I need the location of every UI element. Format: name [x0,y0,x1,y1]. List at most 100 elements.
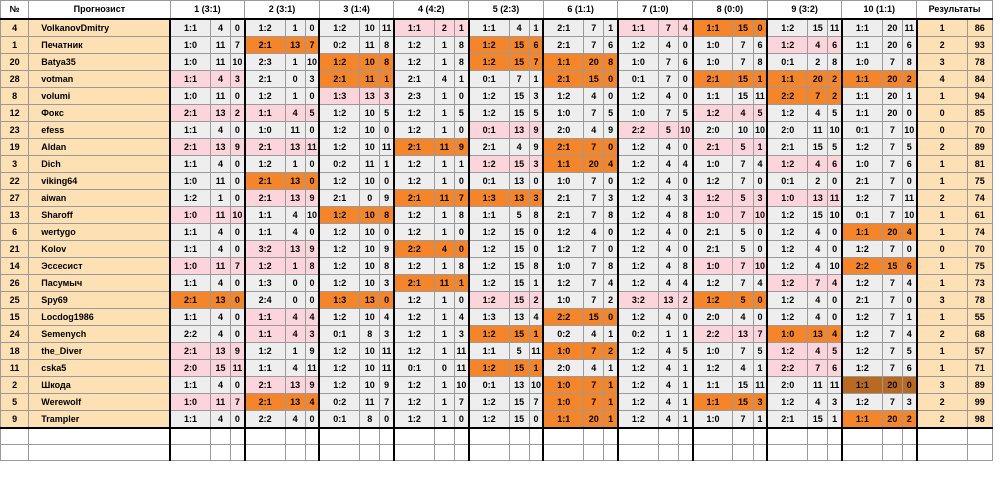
prediction-points: 4 [209,410,232,429]
prediction-bonus: 1 [603,376,619,394]
header-match-8: 8 (0:0) [692,0,768,20]
prediction-bonus: 0 [230,223,246,241]
prediction-points: 4 [657,206,679,224]
prediction-points: 13 [807,189,829,207]
prediction-points: 10 [359,359,381,377]
prediction-bonus: 6 [528,36,545,54]
prediction-score: 1:2 [840,189,883,207]
prediction-bonus: 0 [827,240,843,258]
prediction-score: 1:0 [691,53,734,71]
row-number: 9 [0,410,30,429]
prediction-score: 1:2 [691,274,734,292]
prediction-score: 1:2 [840,240,883,258]
prediction-bonus: 6 [901,155,918,173]
prediction-points: 4 [807,257,829,275]
prediction-score: 1:2 [691,172,734,190]
prediction-points: 4 [284,104,306,122]
prediction-points: 5 [732,138,754,156]
prediction-bonus: 11 [230,359,246,377]
prediction-score: 1:1 [542,155,585,173]
prediction-score: 0:1 [467,376,510,394]
prediction-points: 15 [508,325,530,343]
prediction-score: 1:2 [392,155,435,173]
prediction-points: 7 [807,87,829,105]
prediction-points: 7 [583,257,605,275]
empty-cell [691,427,734,445]
prediction-bonus: 7 [230,36,246,54]
prediction-bonus: 5 [677,342,694,360]
prediction-bonus: 5 [304,104,321,122]
prediction-points: 1 [433,155,456,173]
result-total: 99 [966,393,994,411]
prediction-bonus: 4 [603,155,619,173]
prediction-score: 1:1 [169,410,211,429]
prediction-bonus: 1 [677,359,694,377]
prediction-score: 1:2 [616,410,659,429]
prediction-points: 4 [583,359,605,377]
prediction-bonus: 11 [379,359,395,377]
prediction-score: 1:0 [169,206,211,224]
prediction-score: 2:1 [169,342,211,360]
prediction-score: 1:0 [691,257,734,275]
prediction-bonus: 9 [304,376,321,394]
result-guessed: 3 [916,376,968,394]
empty-cell [677,427,694,445]
prediction-score: 1:2 [840,359,883,377]
prediction-points: 7 [881,206,903,224]
empty-cell [169,444,211,461]
prediction-bonus: 5 [752,104,769,122]
prediction-points: 4 [433,70,456,88]
prediction-points: 10 [359,104,381,122]
prediction-bonus: 2 [603,342,619,360]
prediction-score: 1:2 [616,342,659,360]
prediction-score: 2:1 [169,291,211,309]
prediction-points: 7 [881,53,903,71]
prediction-points: 1 [433,206,456,224]
prediction-bonus: 10 [827,206,843,224]
prediction-score: 1:3 [243,274,286,292]
row-number: 22 [0,172,30,190]
prediction-score: 1:2 [766,308,809,326]
empty-cell [467,444,510,461]
header-match-10: 10 (1:1) [841,0,918,20]
prediction-score: 1:2 [392,291,435,309]
result-total: 93 [966,36,994,54]
prediction-bonus: 0 [230,308,246,326]
forecaster-name: Aldan [28,138,171,156]
empty-row [0,427,994,445]
prediction-points: 15 [508,104,530,122]
prediction-points: 2 [807,172,829,190]
empty-cell [230,444,246,461]
forecaster-name: Фокс [28,104,171,122]
table-row: 1 Печатник 1:0 11 7 2:1 13 7 0:2 11 8 1:2 1 8 1:2 15 6 2:… [0,36,994,54]
table-row: 9 Trampler 1:1 4 0 2:2 4 0 0:1 8 0 1:2 1 0 1:2 15 0 1:1 20… [0,410,994,429]
prediction-bonus: 0 [677,70,694,88]
prediction-score: 1:2 [318,308,361,326]
prediction-points: 7 [807,274,829,292]
prediction-points: 11 [807,121,829,139]
prediction-score: 1:2 [318,223,361,241]
prediction-points: 4 [583,87,605,105]
prediction-bonus: 0 [827,291,843,309]
prediction-bonus: 4 [379,308,395,326]
prediction-points: 13 [284,36,306,54]
forecaster-name: Locdog1986 [28,308,171,326]
prediction-points: 13 [508,376,530,394]
prediction-bonus: 0 [230,155,246,173]
prediction-score: 1:2 [318,274,361,292]
empty-cell [284,427,306,445]
prediction-points: 15 [732,70,754,88]
prediction-bonus: 9 [379,376,395,394]
prediction-score: 1:1 [243,359,286,377]
prediction-bonus: 11 [304,138,321,156]
prediction-points: 4 [657,393,679,411]
prediction-points: 10 [359,257,381,275]
prediction-score: 1:1 [542,53,585,71]
prediction-bonus: 0 [901,240,918,258]
row-number: 26 [0,274,30,292]
empty-cell [542,444,585,461]
prediction-score: 1:2 [766,393,809,411]
prediction-bonus: 9 [304,240,321,258]
prediction-points: 1 [433,410,456,429]
empty-cell [359,444,381,461]
